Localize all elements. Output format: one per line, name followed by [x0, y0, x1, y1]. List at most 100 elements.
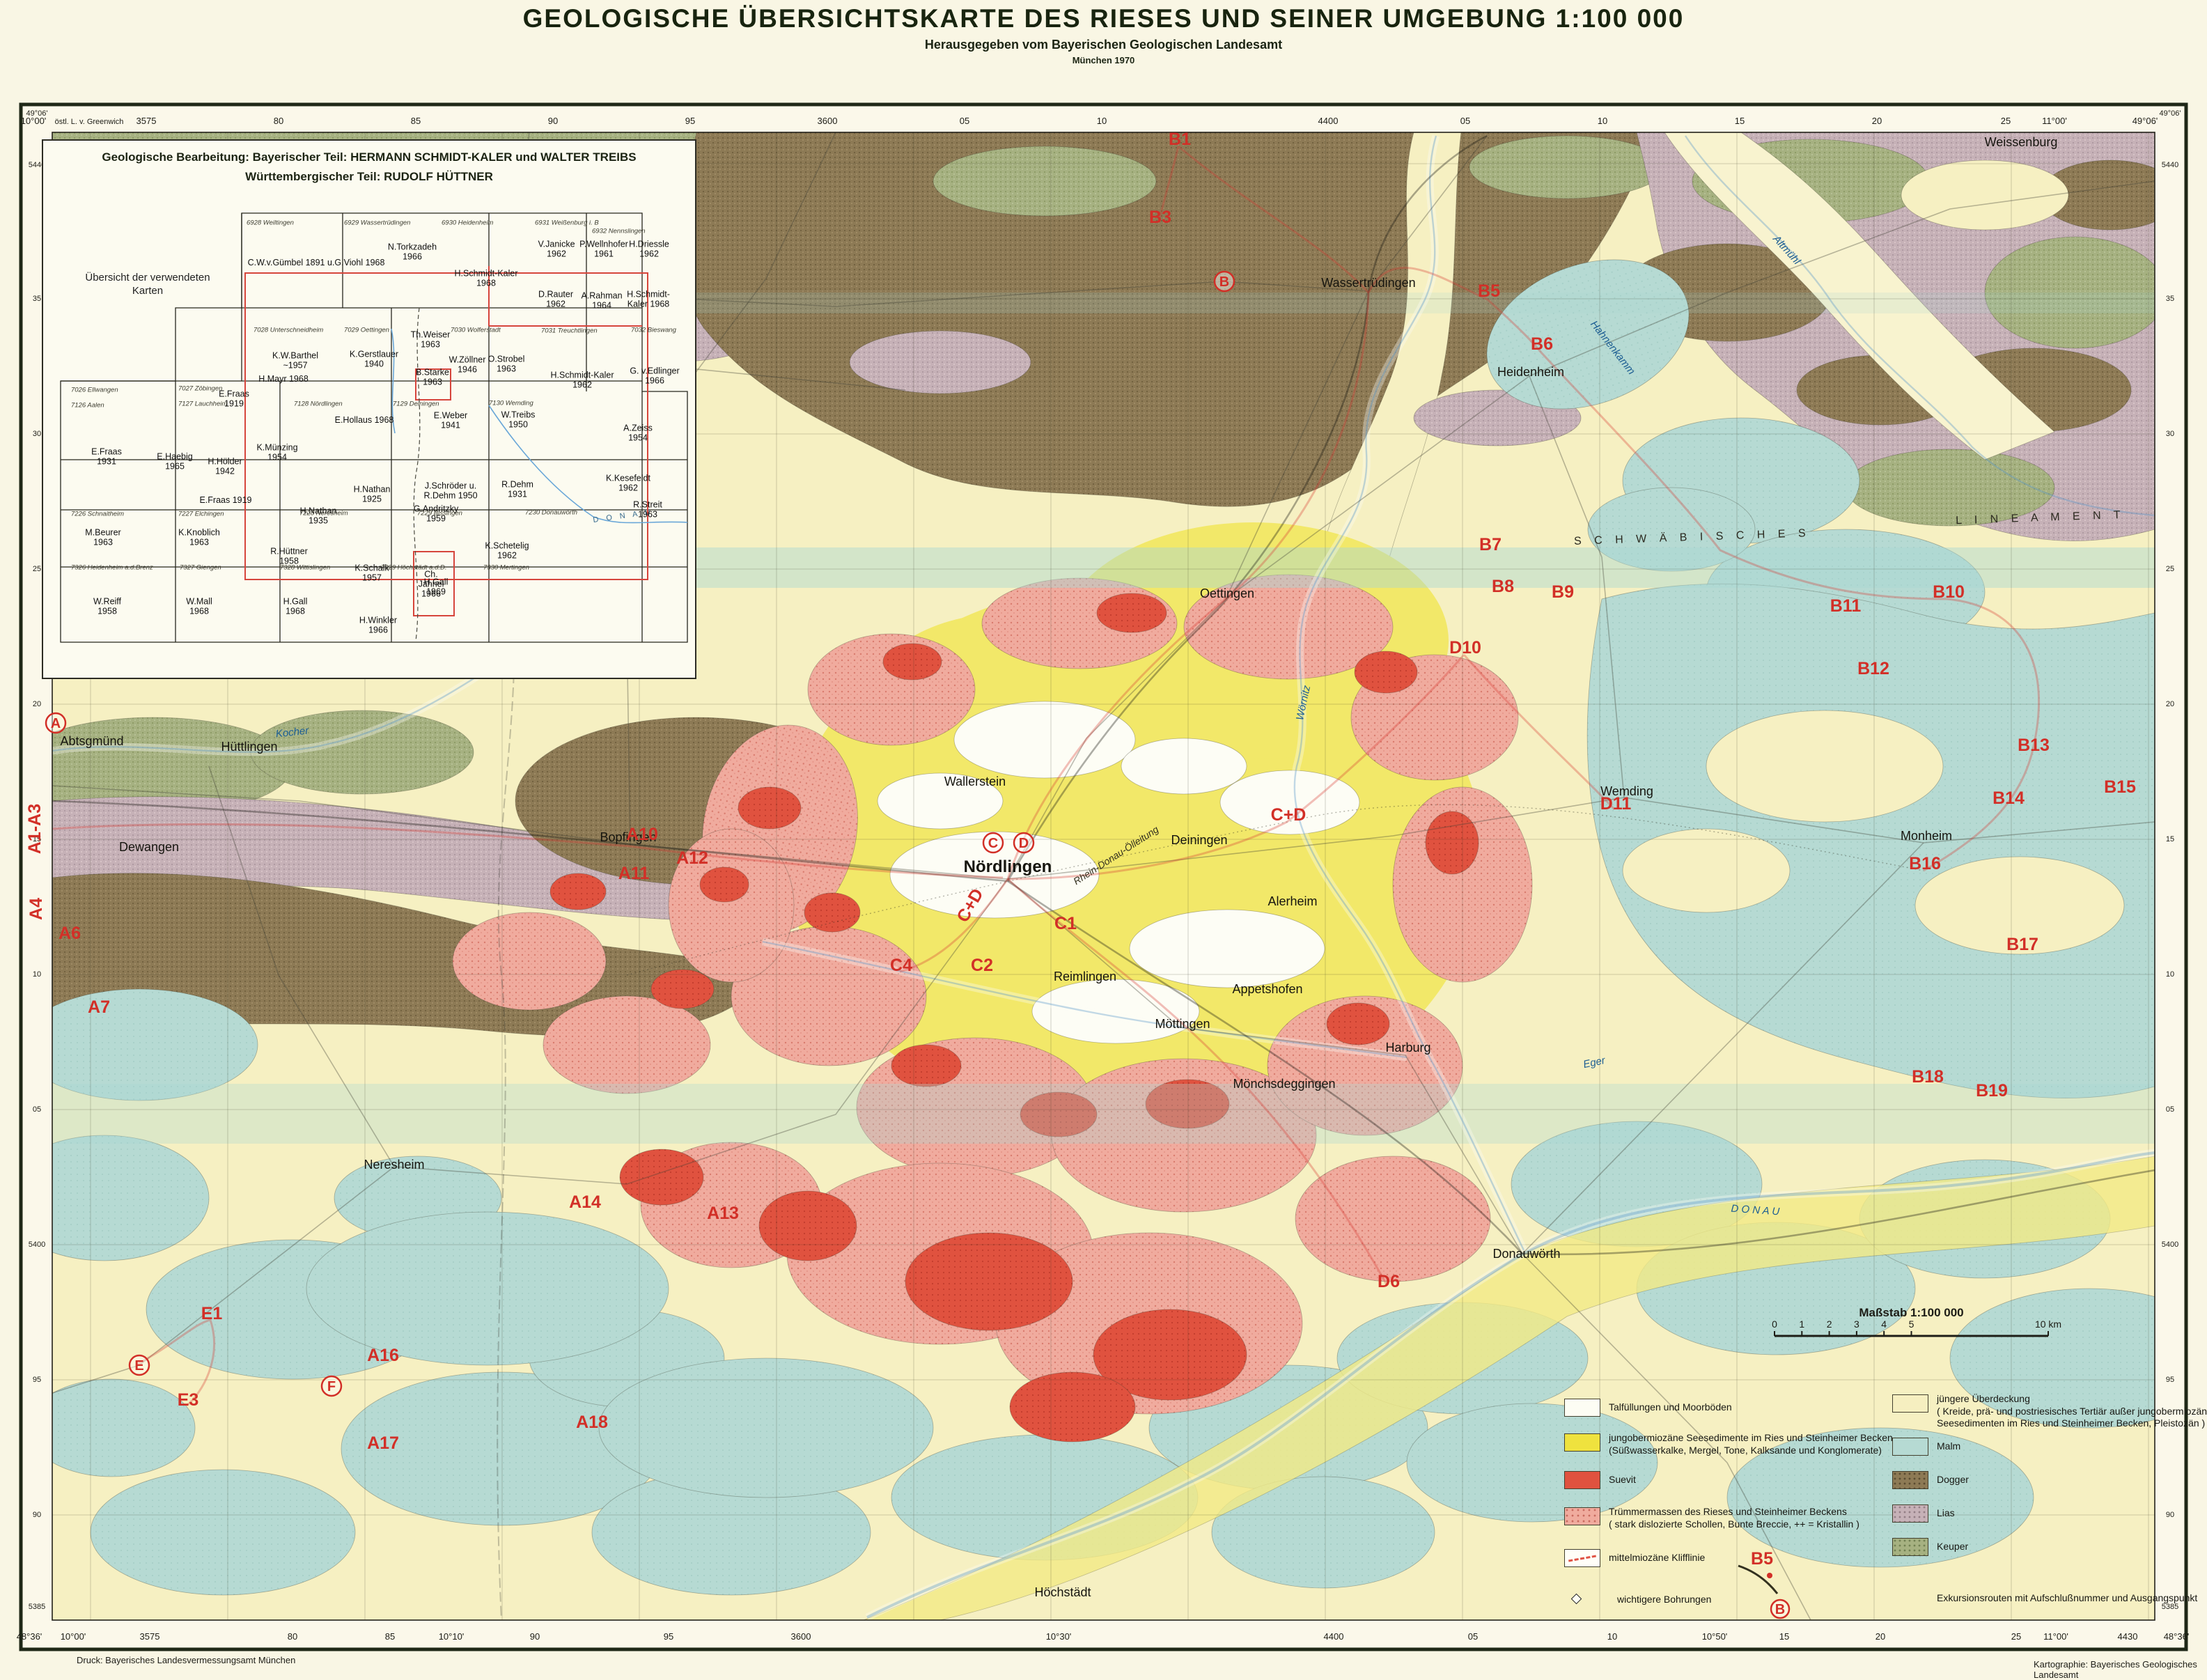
index-cell-author: H.Nathan 1935 [299, 506, 337, 525]
town-label: Nördlingen [964, 857, 1052, 876]
border-label: 05 [2166, 1105, 2174, 1114]
index-cell-sheet: 7027 Zöbingen [178, 384, 223, 393]
town-label: Monheim [1901, 829, 1952, 843]
border-label: 05 [33, 1105, 41, 1114]
border-label: 25 [33, 565, 41, 573]
index-cell-author: H.Driessle 1962 [629, 239, 669, 258]
town-label: Mönchsdeggingen [1233, 1077, 1335, 1091]
town-label: Möttingen [1155, 1017, 1210, 1031]
route-marker: E3 [178, 1390, 199, 1410]
index-cell-author: E.Weber 1941 [433, 410, 468, 430]
index-cell-author: A.Rahman 1964 [581, 290, 623, 310]
route-marker: A14 [569, 1192, 601, 1212]
index-cell-author: R.Hüttner 1958 [270, 546, 308, 566]
border-label: 3575 [137, 116, 157, 126]
border-label: 85 [385, 1631, 395, 1642]
region-valley-fills [877, 701, 1360, 1044]
border-label: 35 [2166, 295, 2174, 303]
route-marker: B8 [1492, 577, 1514, 596]
region-malm-east [1586, 583, 2155, 1098]
index-cell-author: R.Dehm 1931 [501, 479, 533, 499]
border-label: 10°10' [439, 1631, 465, 1642]
route-marker: D6 [1378, 1272, 1400, 1291]
index-cell-author: H.Hölder 1942 [208, 456, 242, 476]
index-cell-author: V.Janicke 1962 [538, 239, 575, 258]
border-label: 5400 [29, 1240, 45, 1249]
route-marker: B16 [1909, 854, 1941, 873]
border-label: 10 [1607, 1631, 1617, 1642]
legend-label: jungobermiozäne Seesedimente im Ries und… [1609, 1432, 1893, 1456]
border-label: 10 [33, 970, 41, 979]
index-cell-author: H.Schmidt-Kaler 1968 [627, 289, 670, 309]
index-cell-author: M.Beurer 1963 [85, 527, 121, 547]
route-start-circle [45, 712, 67, 734]
legend-swatch-suevit [1564, 1471, 1600, 1489]
legend-label: wichtigere Bohrungen [1617, 1594, 1712, 1605]
km-grid [52, 132, 2155, 1620]
index-cell-sheet: 7226 Schnaitheim [71, 510, 125, 518]
page-subtitle: Herausgegeben vom Bayerischen Geologisch… [924, 38, 1283, 52]
border-label: 49°06' [2132, 116, 2158, 126]
index-cell-sheet: 6930 Heidenheim [442, 219, 494, 227]
index-cell-sheet: 6928 Weiltingen [247, 219, 294, 227]
index-cell-author: W.Treibs 1950 [501, 410, 536, 429]
index-cell-sheet: 6932 Nennslingen [592, 227, 646, 235]
river-kocher [52, 667, 492, 753]
legend-route-start-letter: B [1775, 1602, 1785, 1617]
border-label: 90 [33, 1511, 41, 1519]
town-label: Heidenheim [1497, 365, 1564, 379]
route-marker: B9 [1552, 582, 1574, 602]
legend-swatch-seesed [1564, 1433, 1600, 1452]
legend-label: Exkursionsrouten mit Aufschlußnummer und… [1937, 1592, 2198, 1603]
route-marker: B7 [1479, 535, 1502, 554]
border-label: 5440 [29, 161, 45, 169]
index-cell-sheet: 7229 Bissingen [417, 509, 462, 518]
route-marker: A13 [707, 1204, 739, 1223]
outer-frame [19, 102, 2188, 1651]
route-marker: A18 [576, 1413, 608, 1432]
excursion-routes [52, 145, 2041, 1407]
index-cell-author: Th.Weiser 1963 [410, 329, 451, 349]
route-c [899, 878, 1009, 973]
index-cell-author: H.Schmidt-Kaler 1968 [454, 268, 518, 288]
border-label: 10°30' [1046, 1631, 1072, 1642]
route-marker: C4 [890, 956, 912, 975]
town-labels: Nördlingen Oettingen Wassertrüdingen Heiden… [60, 135, 2057, 1599]
index-cell-sheet: 7032 Bieswang [631, 326, 676, 334]
border-label: 48°36' [17, 1631, 42, 1642]
index-cell-sheet: 6931 Weißenburg i. B [535, 219, 599, 227]
index-cell-sheet: 7230 Donauwörth [525, 508, 577, 517]
index-cell-sheet: 7228 Neresheim [299, 509, 348, 518]
town-label: Dewangen [119, 840, 179, 854]
route-a [52, 823, 1004, 879]
legend-label: Dogger [1937, 1474, 1969, 1485]
border-label: 15 [2166, 835, 2174, 843]
border-label: 90 [530, 1631, 540, 1642]
route-marker: E1 [201, 1304, 223, 1323]
route-marker: B14 [1992, 788, 2025, 808]
route-d-south [1006, 878, 1389, 1286]
town-label: Neresheim [364, 1158, 424, 1172]
title-block: GEOLOGISCHE ÜBERSICHTSKARTE DES RIESES U… [0, 0, 2207, 65]
index-cell-author: Ch. Jahnel 1966 [418, 569, 444, 598]
index-grid-title: Übersicht der verwendeten Karten [85, 272, 210, 297]
river-casings [52, 134, 2155, 1620]
terrain-layer [52, 132, 2155, 1620]
route-marker: C+D [1271, 805, 1307, 825]
credit-line-2: Württembergischer Teil: RUDOLF HÜTTNER [245, 170, 493, 183]
town-label: Wemding [1600, 784, 1653, 798]
route-start-letter: D [1019, 836, 1029, 851]
route-marker: B5 [1478, 281, 1500, 301]
border-label: 10 [1097, 116, 1107, 126]
index-cell-author: N.Torkzadeh 1966 [387, 242, 437, 261]
water-label: Eger [1582, 1055, 1607, 1071]
cartography-credit: Kartographie: Bayerisches Geologisches L… [2034, 1659, 2197, 1680]
route-start-letter: E [134, 1358, 143, 1374]
town-label: Donauwörth [1492, 1247, 1560, 1261]
border-label: 15 [1735, 116, 1745, 126]
index-cell-author: K.Schetelig 1962 [485, 540, 529, 560]
border-label: 4400 [1324, 1631, 1344, 1642]
index-grid-lines: D O N A U [60, 212, 688, 643]
index-cell-sheet: 7327 Giengen [180, 563, 221, 572]
